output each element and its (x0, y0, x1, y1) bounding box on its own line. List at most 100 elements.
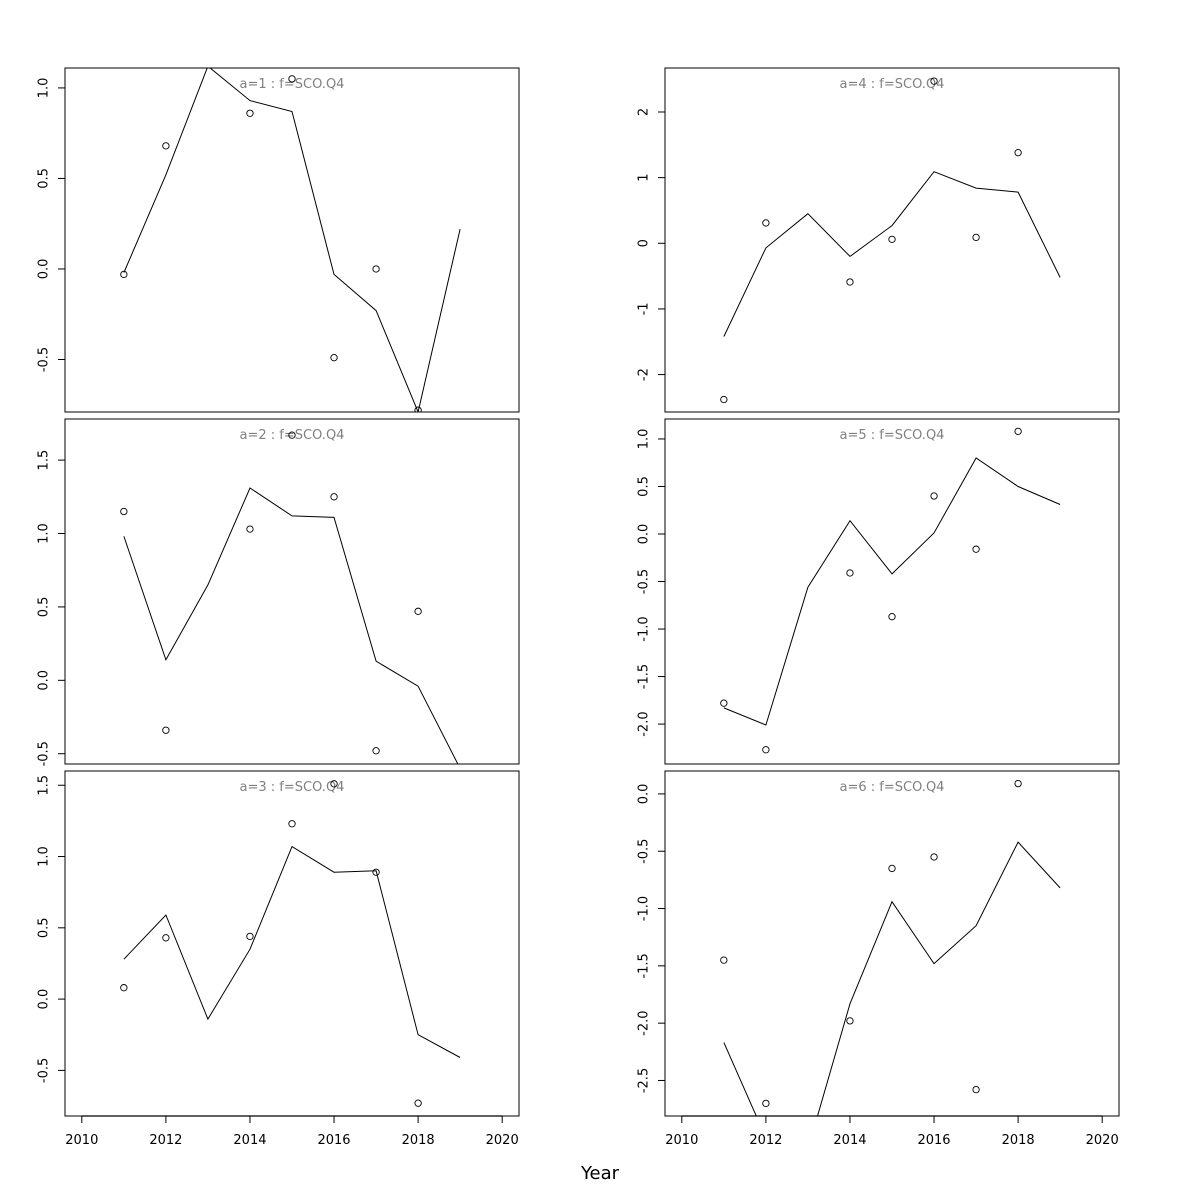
observation-point (762, 746, 770, 754)
observation-point (120, 984, 128, 992)
y-tick-label: 0.5 (637, 476, 652, 497)
observation-point (414, 406, 422, 412)
x-axis-2: 2010 2012 2014 2016 2018 2020 (665, 1115, 1119, 1148)
y-tick-label: 0 (637, 239, 652, 247)
y-tick-label: -1.0 (637, 896, 652, 921)
x-axis-label: Year (580, 1163, 620, 1184)
observation-point (762, 1099, 770, 1108)
y-tick-label: 0.5 (37, 168, 52, 189)
panel-label: a=5 : f=SCO.Q4 (840, 428, 945, 443)
x-tick-label: 2018 (402, 1133, 435, 1148)
panel-frame (664, 418, 1120, 765)
y-tick-label: 1.0 (637, 429, 652, 450)
x-tick-label: 2018 (1002, 1133, 1035, 1148)
panel-frame (664, 67, 1120, 413)
observation-point (372, 868, 380, 876)
panel-frame (64, 67, 520, 413)
observation-point (246, 932, 254, 941)
x-tick-label: 2016 (317, 1133, 350, 1148)
y-tick-label: 0.0 (37, 989, 52, 1010)
x-axis-1: 2010 2012 2014 2016 2018 2020 (65, 1115, 519, 1148)
x-tick-label: 2010 (65, 1133, 98, 1148)
x-tick-label: 2020 (1086, 1133, 1119, 1148)
observation-point (720, 956, 728, 964)
y-tick-label: 2 (637, 108, 652, 116)
observation-point (846, 569, 854, 577)
y-tick-label: 1.5 (37, 450, 52, 471)
panel-label: a=4 : f=SCO.Q4 (840, 77, 945, 92)
observation-point (162, 142, 170, 150)
observation-point (288, 820, 296, 828)
observation-point (1014, 427, 1022, 436)
observation-point (846, 278, 854, 286)
y-tick-label: 1.0 (37, 846, 52, 867)
y-tick-label: 0.0 (637, 784, 652, 805)
observation-point (414, 607, 422, 615)
observation-point (120, 507, 128, 516)
x-tick-label: 2020 (486, 1133, 519, 1148)
observation-point (1014, 149, 1022, 157)
observation-point (720, 395, 728, 404)
panel-data (120, 68, 461, 412)
observation-point (330, 354, 338, 362)
panel-5: -0.5 0.0 0.5 1.0 1.5 a=3 : f=SCO.Q4 (37, 770, 520, 1117)
y-tick-label: -0.5 (37, 1058, 52, 1083)
observation-point (888, 613, 896, 621)
observation-point (930, 492, 938, 500)
observation-point (930, 853, 938, 861)
y-tick-label: 0.5 (37, 597, 52, 618)
y-tick-label: -0.5 (37, 741, 52, 766)
observation-point (972, 233, 980, 242)
panel-data (720, 77, 1061, 404)
fit-line (723, 841, 1061, 1116)
panel-frame (64, 770, 520, 1117)
y-tick-label: -0.5 (637, 569, 652, 594)
x-tick-label: 2010 (665, 1133, 698, 1148)
y-tick-label: -0.5 (37, 347, 52, 372)
panel-frame (64, 418, 520, 765)
panel-label: a=2 : f=SCO.Q4 (240, 428, 345, 443)
y-tick-label: -1.0 (637, 616, 652, 641)
observation-point (930, 77, 938, 85)
fit-line (123, 68, 461, 412)
y-tick-label: -2.0 (637, 711, 652, 736)
panel-label: a=1 : f=SCO.Q4 (240, 77, 345, 92)
observation-point (330, 493, 338, 501)
panel-data (720, 779, 1061, 1116)
y-tick-label: 0.5 (37, 917, 52, 938)
y-tick-label: 1.0 (37, 523, 52, 544)
y-tick-label: -1.5 (637, 953, 652, 978)
observation-point (246, 109, 254, 117)
fit-line (723, 171, 1061, 337)
observation-point (162, 934, 170, 942)
y-tick-label: -2.0 (637, 1010, 652, 1035)
x-tick-label: 2014 (833, 1133, 866, 1148)
observation-point (762, 219, 770, 227)
fit-line (723, 457, 1061, 726)
y-tick-label: 0.0 (37, 259, 52, 280)
observation-point (846, 1017, 854, 1025)
x-tick-label: 2016 (917, 1133, 950, 1148)
x-axes-group: 2010 2012 2014 2016 2018 2020 2010 2012 2014 2016… (65, 1115, 1119, 1148)
panel-label: a=6 : f=SCO.Q4 (840, 780, 945, 795)
observation-point (330, 780, 338, 788)
y-tick-label: -2 (637, 368, 652, 381)
fit-line (123, 845, 461, 1058)
panel-2: -2 -1 0 1 2 a=4 : f=SCO.Q4 (637, 67, 1120, 413)
observation-point (1014, 779, 1022, 788)
observation-point (972, 545, 980, 553)
y-tick-label: -2.5 (637, 1068, 652, 1093)
observation-point (972, 1085, 980, 1094)
panel-data (120, 780, 461, 1107)
y-tick-label: 0.0 (37, 670, 52, 691)
observation-point (414, 1099, 422, 1107)
y-tick-label: -1 (637, 302, 652, 315)
panel-data (120, 431, 459, 764)
observation-point (372, 747, 380, 755)
y-tick-label: -1.5 (637, 664, 652, 689)
observation-point (888, 235, 896, 243)
observation-point (888, 864, 896, 873)
observation-point (288, 431, 296, 439)
panel-4: -2.0 -1.5 -1.0 -0.5 0.0 0.5 1.0 a=5 : f=SCO.Q4 (637, 418, 1120, 765)
